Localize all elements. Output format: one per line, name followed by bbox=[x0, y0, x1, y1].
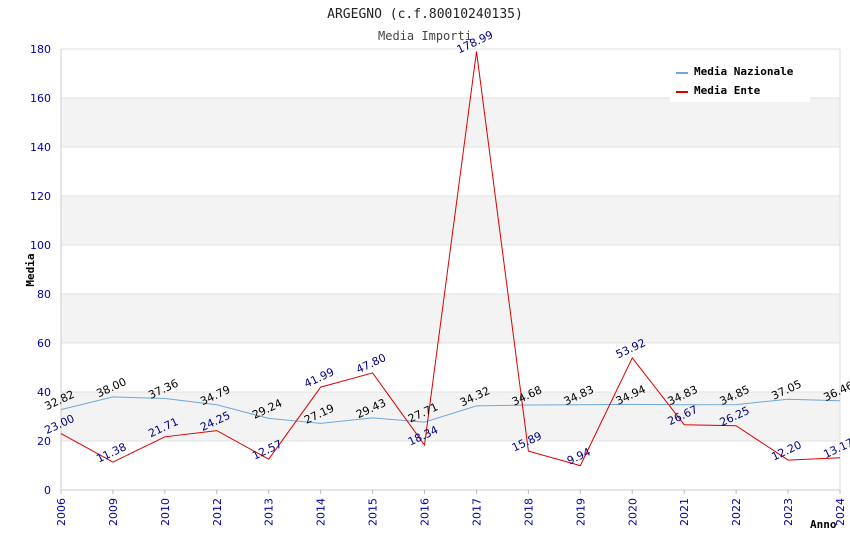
y-tick-label: 100 bbox=[30, 239, 51, 252]
x-tick-label: 2017 bbox=[470, 498, 483, 526]
x-tick-label: 2014 bbox=[315, 498, 328, 526]
plot-band bbox=[61, 392, 840, 441]
y-tick-label: 80 bbox=[37, 288, 51, 301]
axes bbox=[60, 49, 841, 491]
x-tick-label: 2019 bbox=[574, 498, 587, 526]
legend-label-media-ente: Media Ente bbox=[694, 84, 761, 97]
chart-subtitle: Media Importi bbox=[378, 29, 472, 43]
y-tick-label: 20 bbox=[37, 435, 51, 448]
x-tick-labels: 2006 2009 2010 2012 2013 2014 2015 2016 2017 2018… bbox=[55, 490, 847, 526]
legend-label-media-nazionale: Media Nazionale bbox=[694, 65, 794, 78]
y-tick-label: 40 bbox=[37, 386, 51, 399]
data-label: 41.99 bbox=[302, 365, 336, 390]
x-tick-label: 2023 bbox=[782, 498, 795, 526]
legend: Media Nazionale Media Ente bbox=[670, 58, 810, 102]
data-label: 9.94 bbox=[565, 445, 593, 467]
x-tick-label: 2006 bbox=[55, 498, 68, 526]
x-tick-label: 2016 bbox=[419, 498, 432, 526]
x-tick-label: 2010 bbox=[159, 498, 172, 526]
plot-band bbox=[61, 294, 840, 343]
x-axis-label: Anno bbox=[810, 518, 837, 531]
x-tick-label: 2021 bbox=[678, 498, 691, 526]
plot-band bbox=[61, 98, 840, 147]
x-tick-label: 2015 bbox=[367, 498, 380, 526]
y-tick-label: 120 bbox=[30, 190, 51, 203]
x-tick-label: 2013 bbox=[263, 498, 276, 526]
legend-box bbox=[670, 58, 810, 102]
y-tick-label: 60 bbox=[37, 337, 51, 350]
chart-title: ARGEGNO (c.f.80010240135) bbox=[327, 7, 523, 22]
y-tick-label: 140 bbox=[30, 141, 51, 154]
y-tick-label: 180 bbox=[30, 43, 51, 56]
series-line-media-ente bbox=[60, 51, 841, 467]
x-tick-label: 2012 bbox=[211, 498, 224, 526]
x-tick-label: 2009 bbox=[107, 498, 120, 526]
y-tick-label: 0 bbox=[44, 484, 51, 497]
plot-bands bbox=[61, 98, 840, 441]
data-label: 47.80 bbox=[354, 351, 388, 376]
y-tick-labels: 0 20 40 60 80 100 120 140 160 180 bbox=[30, 43, 51, 497]
y-axis-label: Media bbox=[24, 253, 37, 286]
x-tick-label: 2020 bbox=[626, 498, 639, 526]
series-group bbox=[60, 51, 841, 467]
x-tick-label: 2018 bbox=[522, 498, 535, 526]
x-tick-label: 2024 bbox=[834, 498, 847, 526]
series-line-media-nazionale bbox=[60, 396, 841, 424]
y-tick-label: 160 bbox=[30, 92, 51, 105]
plot-band bbox=[61, 196, 840, 245]
x-tick-label: 2022 bbox=[730, 498, 743, 526]
